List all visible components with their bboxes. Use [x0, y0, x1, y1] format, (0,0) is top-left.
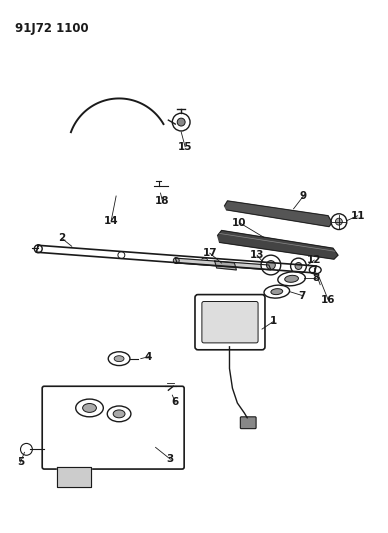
Ellipse shape: [108, 352, 130, 366]
Polygon shape: [57, 467, 92, 487]
Ellipse shape: [285, 276, 298, 282]
Ellipse shape: [267, 264, 273, 270]
Circle shape: [270, 263, 277, 270]
Polygon shape: [175, 258, 271, 270]
Polygon shape: [36, 245, 316, 273]
Ellipse shape: [34, 245, 42, 253]
Polygon shape: [215, 261, 236, 270]
Circle shape: [201, 258, 208, 265]
Text: 91J72 1100: 91J72 1100: [15, 21, 88, 35]
Text: 11: 11: [350, 211, 365, 221]
Text: 12: 12: [307, 255, 322, 265]
Ellipse shape: [271, 289, 283, 295]
Text: 13: 13: [250, 250, 264, 260]
Ellipse shape: [309, 266, 321, 274]
Text: 14: 14: [104, 216, 118, 225]
Text: 9: 9: [300, 191, 307, 201]
Text: 4: 4: [145, 352, 152, 362]
Circle shape: [21, 443, 32, 455]
Ellipse shape: [264, 285, 289, 298]
Text: 15: 15: [178, 142, 192, 152]
Polygon shape: [218, 231, 338, 259]
Circle shape: [118, 252, 125, 259]
Circle shape: [336, 218, 342, 225]
FancyBboxPatch shape: [42, 386, 184, 469]
Text: 17: 17: [203, 248, 217, 258]
FancyBboxPatch shape: [195, 295, 265, 350]
Text: 8: 8: [313, 273, 320, 283]
FancyBboxPatch shape: [240, 417, 256, 429]
Text: 18: 18: [155, 196, 170, 206]
Polygon shape: [225, 201, 332, 227]
Circle shape: [295, 263, 302, 270]
Ellipse shape: [173, 257, 179, 263]
Circle shape: [291, 258, 307, 274]
Ellipse shape: [113, 410, 125, 418]
Ellipse shape: [83, 403, 96, 413]
Circle shape: [261, 255, 281, 275]
Text: 1: 1: [270, 316, 277, 326]
Circle shape: [331, 214, 347, 230]
Text: 6: 6: [171, 397, 179, 407]
Circle shape: [177, 118, 185, 126]
Text: 7: 7: [299, 290, 306, 301]
Ellipse shape: [278, 272, 305, 286]
Text: 16: 16: [321, 295, 335, 304]
Ellipse shape: [107, 406, 131, 422]
Text: 10: 10: [232, 217, 247, 228]
Text: 5: 5: [17, 457, 24, 467]
Text: 2: 2: [58, 233, 66, 244]
FancyBboxPatch shape: [202, 302, 258, 343]
Circle shape: [267, 261, 275, 270]
Ellipse shape: [114, 356, 124, 361]
Text: 3: 3: [167, 454, 174, 464]
Ellipse shape: [76, 399, 103, 417]
